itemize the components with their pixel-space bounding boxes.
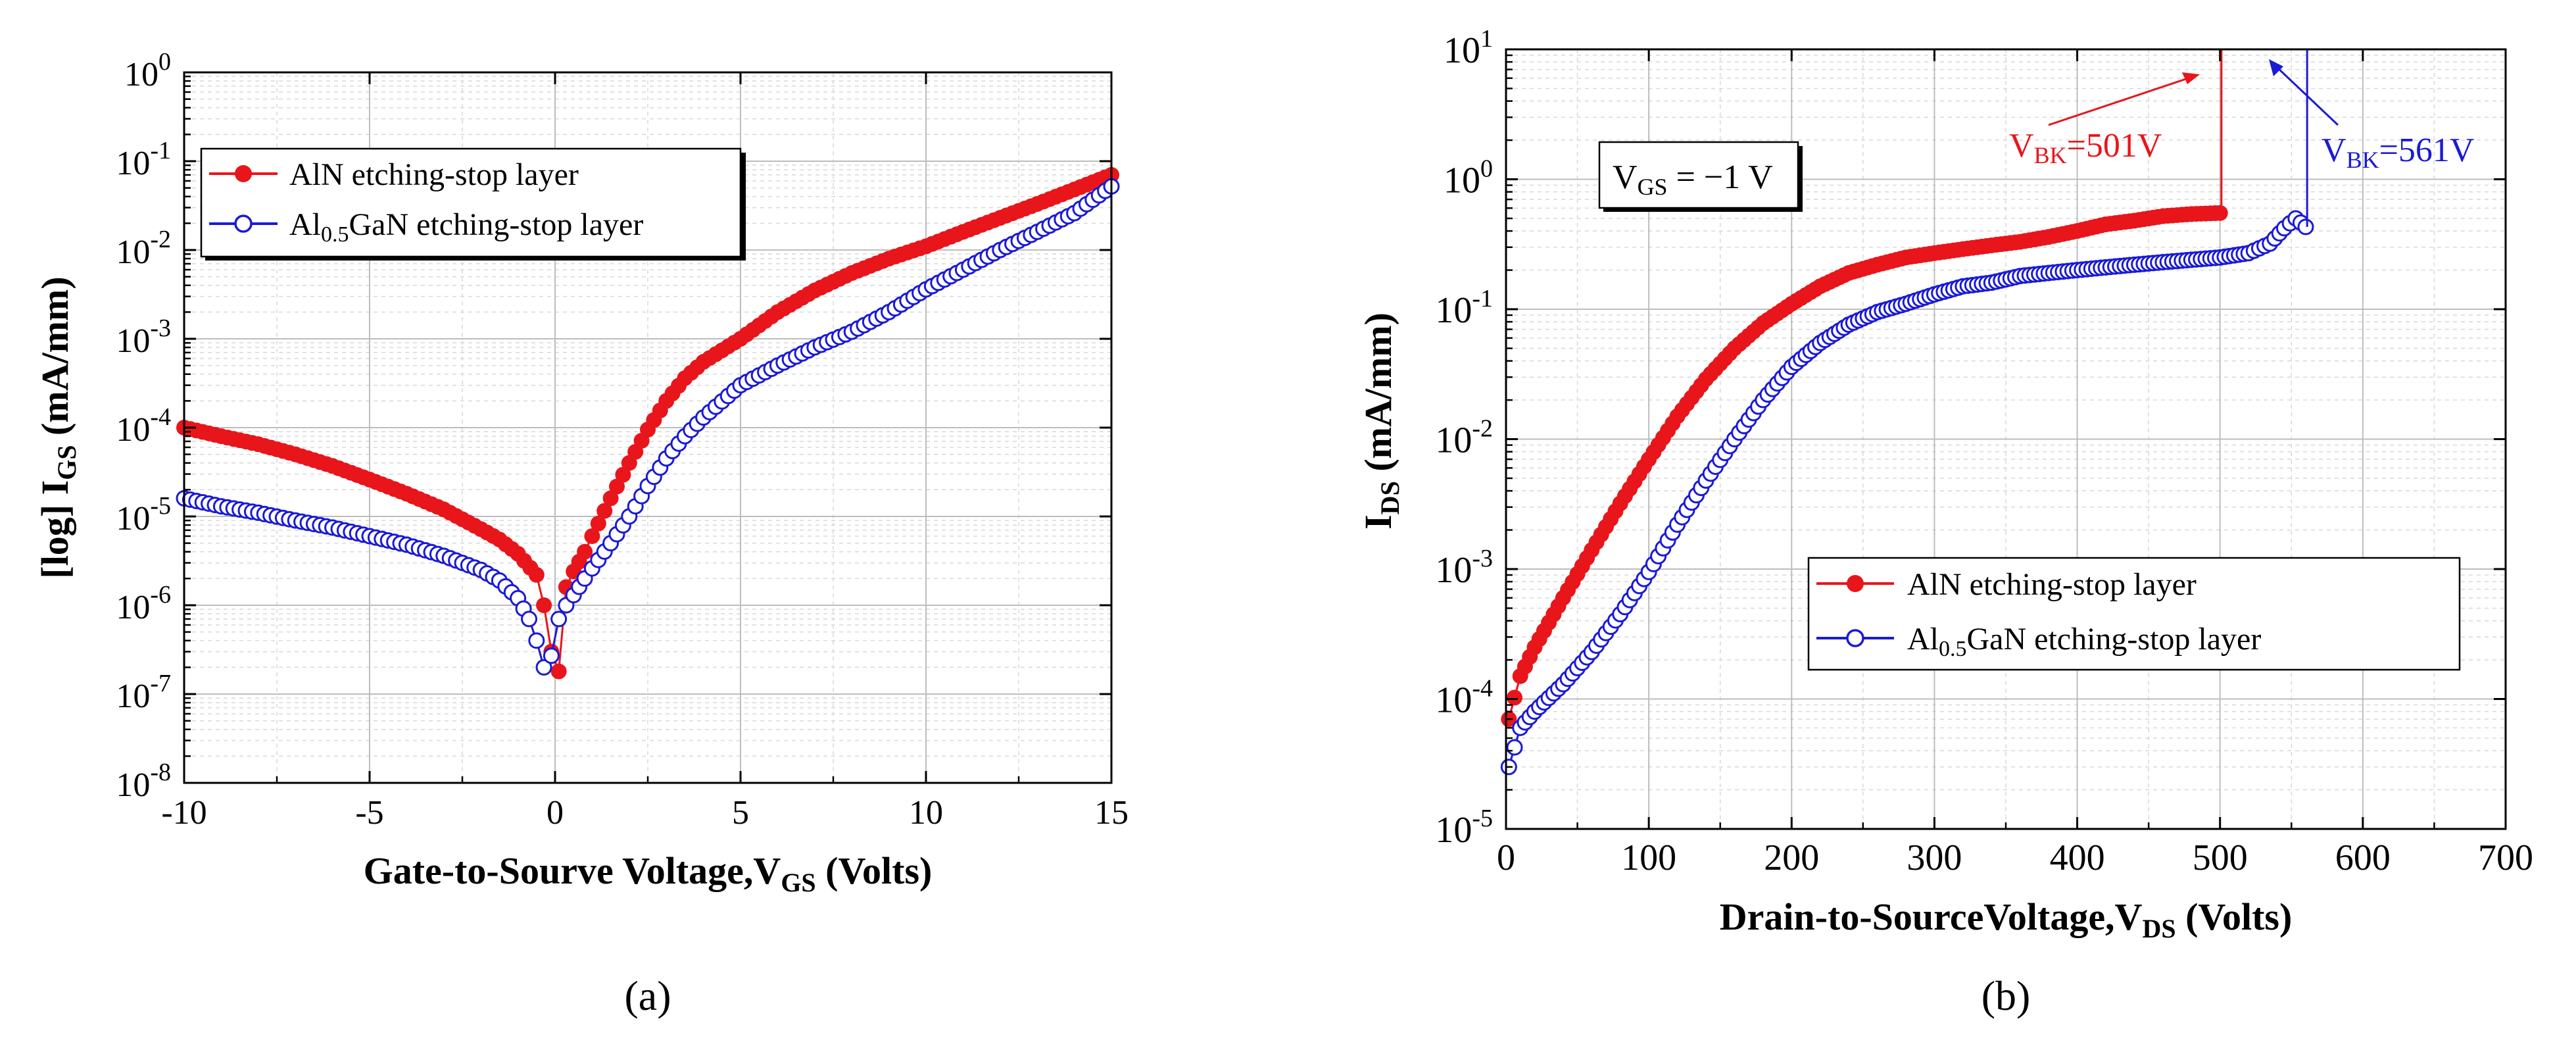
panel-b-series bbox=[1500, 205, 2314, 776]
data-point bbox=[1506, 739, 1523, 756]
panel-a-legend-label-2: Al0.5GaN etching-stop layer bbox=[289, 207, 643, 247]
series-2 bbox=[1500, 210, 2314, 776]
data-point bbox=[609, 478, 625, 495]
y-tick-label: 10-2 bbox=[1435, 415, 1493, 461]
y-tick-label: 10-6 bbox=[116, 581, 171, 626]
data-point bbox=[602, 490, 619, 507]
panel-b-legend-label-1: AlN etching-stop layer bbox=[1907, 567, 2197, 602]
x-tick-label: -10 bbox=[161, 794, 207, 832]
data-point bbox=[528, 566, 545, 583]
x-tick-label: 5 bbox=[732, 794, 749, 832]
panel-a-legend-entry-1: AlN etching-stop layer bbox=[209, 157, 579, 192]
panel-a-legend: AlN etching-stop layer Al0.5GaN etching-… bbox=[200, 147, 746, 261]
panel-a-series bbox=[176, 166, 1120, 680]
panel-b-ticks: 0 100 200 300 400 500 600 700 10-5 10-4 10-3 10-2 10… bbox=[1435, 25, 2533, 878]
y-tick-label: 10-5 bbox=[1435, 805, 1493, 851]
x-tick-label: 200 bbox=[1764, 837, 1819, 878]
data-point bbox=[536, 597, 552, 613]
data-point bbox=[543, 647, 560, 664]
y-tick-label: 10-2 bbox=[116, 226, 171, 271]
x-tick-label: 400 bbox=[2050, 837, 2105, 878]
x-tick-label: -5 bbox=[355, 794, 383, 832]
x-tick-label: 500 bbox=[2193, 837, 2248, 878]
data-point bbox=[528, 632, 545, 649]
panel-a-label: (a) bbox=[624, 972, 671, 1019]
panel-b-breakdown-lines bbox=[2220, 49, 2308, 227]
data-point bbox=[535, 659, 552, 676]
series-1 bbox=[1501, 205, 2228, 728]
panel-b: 0 100 200 300 400 500 600 700 10-5 10-4 10-3 10-2 10… bbox=[1357, 25, 2533, 1019]
y-tick-label: 10-3 bbox=[1435, 545, 1493, 591]
y-tick-label: 100 bbox=[1444, 155, 1493, 201]
x-tick-label: 600 bbox=[2335, 837, 2391, 878]
y-tick-label: 101 bbox=[1444, 25, 1493, 71]
y-tick-label: 10-7 bbox=[116, 670, 171, 715]
data-point bbox=[550, 663, 567, 680]
panel-a-ticks: -10 -5 0 5 10 15 10-8 10-7 10-6 10-5 10-4 10-3 10-2 1… bbox=[116, 48, 1129, 832]
y-tick-label: 100 bbox=[124, 48, 171, 93]
x-tick-label: 300 bbox=[1907, 837, 1962, 878]
panel-b-legend-entry-1: AlN etching-stop layer bbox=[1816, 567, 2197, 602]
panel-b-condition-text: VGS = −1 V bbox=[1613, 159, 1773, 200]
panel-b-legend: AlN etching-stop layer Al0.5GaN etching-… bbox=[1807, 557, 2461, 671]
panel-a-y-axis-title: [log] IGS (mA/mm) bbox=[34, 276, 82, 578]
y-tick-label: 10-1 bbox=[116, 137, 171, 182]
x-tick-label: 15 bbox=[1094, 794, 1129, 832]
panel-b-label: (b) bbox=[1981, 972, 2031, 1019]
y-tick-label: 10-5 bbox=[116, 492, 171, 537]
panel-b-annotation-red-text: VBK=501V bbox=[2009, 127, 2162, 168]
panel-b-annotation-red: VBK=501V bbox=[2009, 72, 2200, 168]
x-tick-label: 0 bbox=[547, 794, 564, 832]
data-point bbox=[1507, 689, 1523, 706]
series-1 bbox=[176, 166, 1119, 680]
x-tick-label: 700 bbox=[2478, 837, 2533, 878]
data-point bbox=[584, 528, 600, 544]
data-point bbox=[596, 503, 613, 519]
panel-a-x-axis-title: Gate-to-Sourve Voltage,VGS (Volts) bbox=[364, 849, 933, 897]
panel-b-legend-label-2: Al0.5GaN etching-stop layer bbox=[1907, 622, 2261, 661]
panel-b-grid bbox=[1506, 49, 2506, 829]
panel-b-y-axis-title: IDS (mA/mm) bbox=[1357, 312, 1405, 530]
data-point bbox=[2297, 218, 2314, 236]
data-point bbox=[590, 515, 606, 532]
panel-a-legend-entry-2: Al0.5GaN etching-stop layer bbox=[209, 207, 643, 247]
x-tick-label: 100 bbox=[1621, 837, 1676, 878]
x-tick-label: 0 bbox=[1497, 837, 1515, 878]
panel-b-condition-box: VGS = −1 V bbox=[1598, 141, 1803, 212]
panel-b-annotation-blue-text: VBK=561V bbox=[2321, 132, 2474, 173]
series-2 bbox=[176, 178, 1120, 676]
panel-a: -10 -5 0 5 10 15 10-8 10-7 10-6 10-5 10-4 10-3 10-2 1… bbox=[34, 48, 1129, 1019]
panel-b-legend-entry-2: Al0.5GaN etching-stop layer bbox=[1816, 622, 2261, 661]
data-point bbox=[2212, 205, 2228, 221]
data-point bbox=[521, 611, 538, 628]
x-tick-label: 10 bbox=[909, 794, 943, 832]
y-tick-label: 10-4 bbox=[1435, 675, 1493, 721]
panel-b-x-axis-title: Drain-to-SourceVoltage,VDS (Volts) bbox=[1720, 895, 2293, 943]
y-tick-label: 10-4 bbox=[116, 403, 171, 449]
panel-a-legend-label-1: AlN etching-stop layer bbox=[289, 157, 579, 192]
data-point bbox=[550, 611, 568, 628]
data-point bbox=[577, 543, 593, 560]
data-point bbox=[615, 466, 631, 483]
y-tick-label: 10-8 bbox=[116, 759, 171, 804]
panel-b-annotation-blue: VBK=561V bbox=[2269, 59, 2474, 173]
y-tick-label: 10-3 bbox=[116, 314, 171, 360]
y-tick-label: 10-1 bbox=[1435, 285, 1493, 331]
